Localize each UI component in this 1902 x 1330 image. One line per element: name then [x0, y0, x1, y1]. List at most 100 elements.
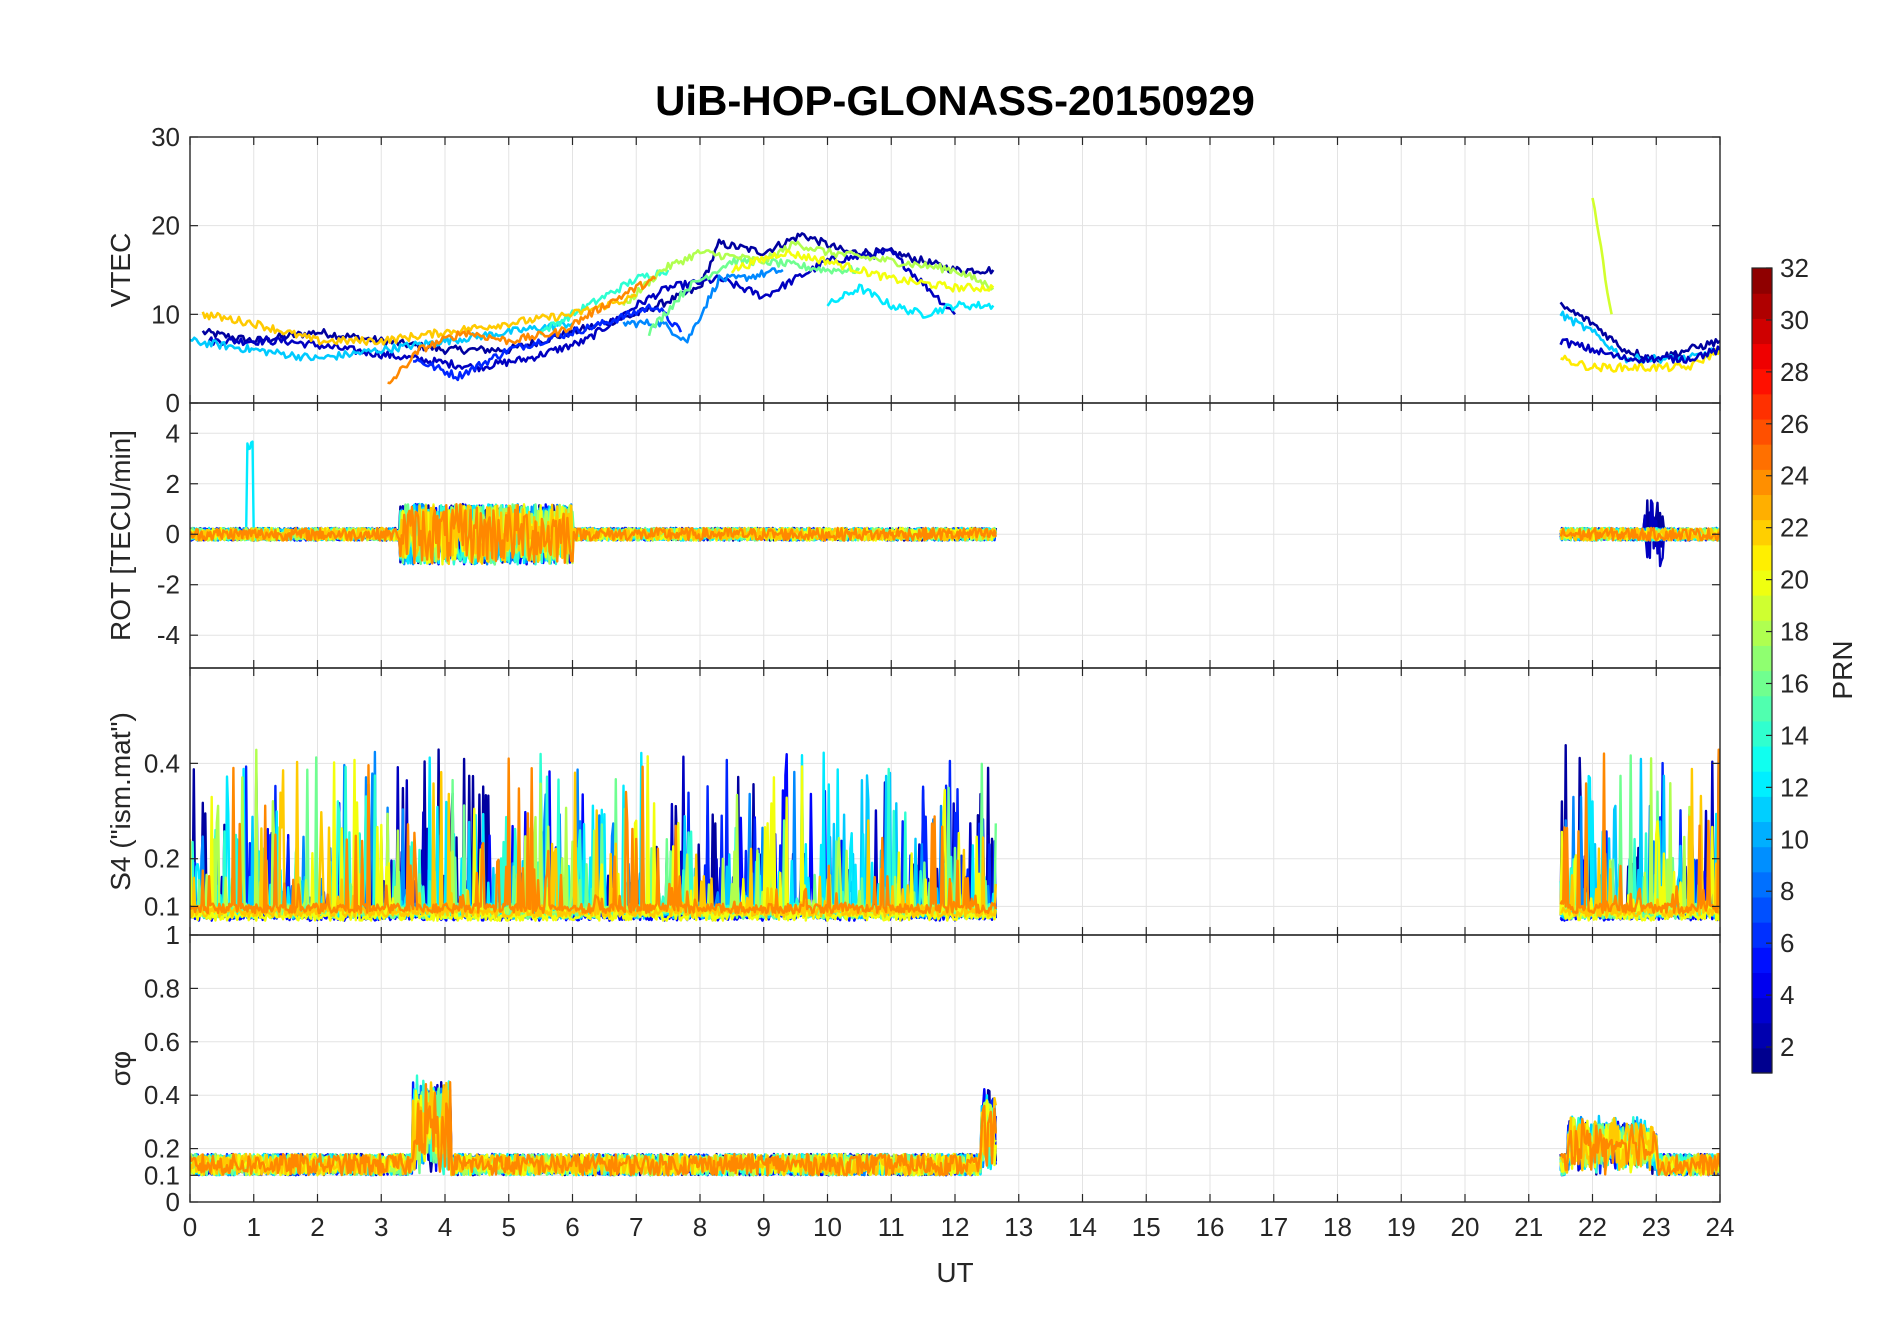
y-axis-label-vtec: VTEC: [105, 233, 136, 308]
colorbar-swatch: [1752, 293, 1772, 319]
colorbar-tick-label: 28: [1780, 357, 1809, 387]
vtec-series-prn-22: [201, 293, 638, 346]
panel-vtec: 0 10 20 30 VTEC: [105, 122, 1721, 418]
vtec-series-prn-21: [1560, 347, 1720, 373]
colorbar-tick-label: 8: [1780, 876, 1794, 906]
colorbar-swatch: [1752, 821, 1772, 848]
y-tick-label-rot: 4: [166, 418, 180, 448]
y-tick-label-s4: 0.2: [144, 844, 180, 874]
x-tick-label: 6: [565, 1212, 579, 1242]
series-s4: [190, 744, 1720, 922]
colorbar-tick-label: 26: [1780, 409, 1809, 439]
colorbar-swatch: [1752, 1022, 1772, 1049]
x-tick-label: 5: [502, 1212, 516, 1242]
vtec-series-prn-20: [730, 249, 995, 293]
series-rot: [190, 440, 1720, 568]
colorbar-swatch: [1752, 947, 1772, 973]
vtec-series-prn-11: [190, 320, 574, 362]
colorbar-swatch: [1752, 720, 1772, 747]
y-tick-label-vtec: 20: [151, 211, 180, 241]
y-tick-label-sigphi: 0.8: [144, 973, 180, 1003]
colorbar-tick-label: 12: [1780, 772, 1809, 802]
x-tick-label: 13: [1004, 1212, 1033, 1242]
y-tick-label-sigphi: 0.4: [144, 1080, 180, 1110]
colorbar-tick-label: 18: [1780, 617, 1809, 647]
x-axis-label: UT: [936, 1257, 973, 1288]
series-vtec: [190, 197, 1720, 385]
colorbar-tick-label: 22: [1780, 513, 1809, 543]
vtec-series-prn-14: [539, 269, 670, 336]
colorbar-tick-label: 10: [1780, 824, 1809, 854]
y-axis-label-sigphi: σφ: [105, 1051, 136, 1086]
colorbar-swatch: [1752, 846, 1772, 873]
vtec-series-prn-6: [412, 303, 683, 382]
x-tick-label: 14: [1068, 1212, 1097, 1242]
colorbar-swatch: [1752, 368, 1772, 395]
y-tick-label-s4: 0.4: [144, 748, 180, 778]
s4-series-prn-22-seg-1: [1560, 767, 1720, 918]
colorbar-swatch: [1752, 745, 1772, 772]
colorbar-swatch: [1752, 645, 1772, 672]
colorbar-tick-label: 16: [1780, 668, 1809, 698]
colorbar-swatch: [1752, 670, 1772, 697]
rot-series-prn-24-seg-1: [1559, 526, 1720, 542]
colorbar-swatch: [1752, 519, 1772, 546]
y-tick-label-rot: 0: [166, 519, 180, 549]
colorbar-swatch: [1752, 469, 1772, 496]
y-axis-label-rot: ROT [TECU/min]: [105, 430, 136, 641]
y-tick-label-rot: 2: [166, 469, 180, 499]
vtec-series-prn-3: [1559, 338, 1720, 364]
y-tick-label-sigphi: 0.2: [144, 1134, 180, 1164]
colorbar-tick-label: 30: [1780, 305, 1809, 335]
y-tick-label-vtec: 30: [151, 122, 180, 152]
x-tick-label: 18: [1323, 1212, 1352, 1242]
x-tick-label: 23: [1642, 1212, 1671, 1242]
x-tick-label: 9: [757, 1212, 771, 1242]
chart-title: UiB-HOP-GLONASS-20150929: [655, 77, 1255, 124]
colorbar-swatch: [1752, 343, 1772, 370]
y-tick-label-sigphi: 1: [166, 920, 180, 950]
colorbar-swatch: [1752, 494, 1772, 521]
x-tick-label: 15: [1132, 1212, 1161, 1242]
x-tick-label: 11: [878, 1212, 905, 1242]
y-tick-label-vtec: 10: [151, 299, 180, 329]
x-tick-label: 16: [1196, 1212, 1225, 1242]
x-tick-label: 21: [1514, 1212, 1543, 1242]
x-tick-label: 7: [629, 1212, 643, 1242]
colorbar-frame: [1751, 267, 1773, 1074]
y-tick-label-rot: -2: [157, 570, 180, 600]
colorbar-swatch: [1752, 393, 1772, 420]
colorbar-swatch: [1752, 972, 1772, 999]
x-tick-label: 24: [1706, 1212, 1735, 1242]
y-tick-label-sigphi: 0.6: [144, 1027, 180, 1057]
vtec-series-prn-18: [622, 240, 995, 307]
ticks-vtec: 0 10 20 30: [151, 122, 1721, 418]
s4-series-prn-24-seg-1: [1559, 748, 1720, 915]
x-tick-label: 10: [813, 1212, 842, 1242]
y-axis-label-s4: S4 ("ism.mat"): [105, 712, 136, 891]
panel-rot: -4 -2 0 2 4 ROT [TECU/min]: [105, 402, 1721, 669]
rot-series-prn-12-seg-0: [190, 440, 997, 565]
x-tick-label: 0: [183, 1212, 197, 1242]
x-tick-label: 20: [1451, 1212, 1480, 1242]
colorbar-swatch: [1752, 796, 1772, 823]
colorbar-swatch: [1752, 997, 1772, 1024]
panel-s4: 0.1 0.2 0.4 S4 ("ism.mat"): [105, 667, 1721, 936]
x-tick-label: 19: [1387, 1212, 1416, 1242]
colorbar-tick-label: 2: [1780, 1032, 1794, 1062]
vtec-series-prn-9: [622, 267, 784, 344]
y-tick-label-vtec: 0: [166, 388, 180, 418]
ticks-sigphi: 0 1 2 3 4 5 6 7 8 9 10 11 12 13 14 15 16 17 18 19 20 21 22 23 24…: [144, 920, 1735, 1242]
colorbar-swatch: [1752, 620, 1772, 646]
x-tick-label: 3: [374, 1212, 388, 1242]
x-tick-label: 12: [941, 1212, 970, 1242]
colorbar-tick-label: 20: [1780, 565, 1809, 595]
colorbar-swatch: [1752, 695, 1772, 722]
vtec-series-prn-19: [1591, 197, 1613, 315]
colorbar-label: PRN: [1827, 640, 1858, 699]
x-tick-label: 2: [310, 1212, 324, 1242]
y-tick-label-sigphi: 0.1: [144, 1160, 180, 1190]
colorbar-swatch: [1752, 922, 1772, 948]
ticks-s4: 0.1 0.2 0.4: [144, 668, 1721, 935]
